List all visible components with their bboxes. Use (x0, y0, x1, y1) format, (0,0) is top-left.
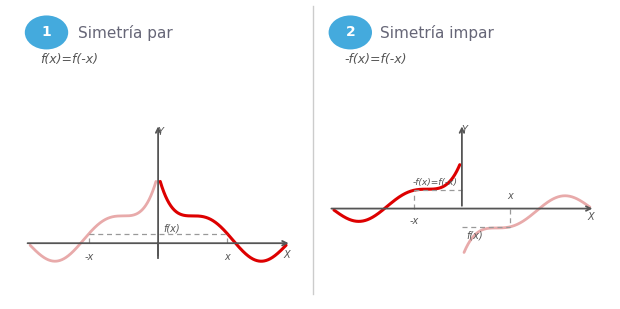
Text: Simetría impar: Simetría impar (380, 25, 494, 41)
Text: f(x): f(x) (466, 230, 482, 240)
Text: Y: Y (157, 127, 164, 137)
Text: Simetría par: Simetría par (78, 25, 172, 41)
Text: -x: -x (84, 252, 94, 262)
Text: 1: 1 (42, 25, 51, 40)
Text: -f(x)=f(-x): -f(x)=f(-x) (344, 53, 407, 66)
Text: Y: Y (461, 125, 467, 134)
Text: x: x (224, 252, 230, 262)
Text: -f(x)=f(-x): -f(x)=f(-x) (413, 178, 458, 187)
Text: f(x): f(x) (163, 223, 180, 233)
Text: -x: -x (409, 216, 419, 226)
Text: X: X (587, 212, 594, 222)
Text: X: X (283, 250, 290, 260)
Text: 2: 2 (345, 25, 355, 40)
Text: f(x)=f(-x): f(x)=f(-x) (40, 53, 99, 66)
Text: x: x (507, 191, 513, 201)
